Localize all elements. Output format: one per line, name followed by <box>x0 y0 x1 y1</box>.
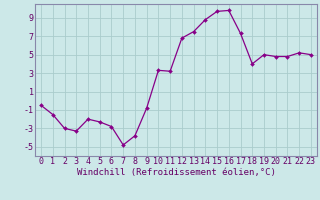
X-axis label: Windchill (Refroidissement éolien,°C): Windchill (Refroidissement éolien,°C) <box>76 168 276 177</box>
